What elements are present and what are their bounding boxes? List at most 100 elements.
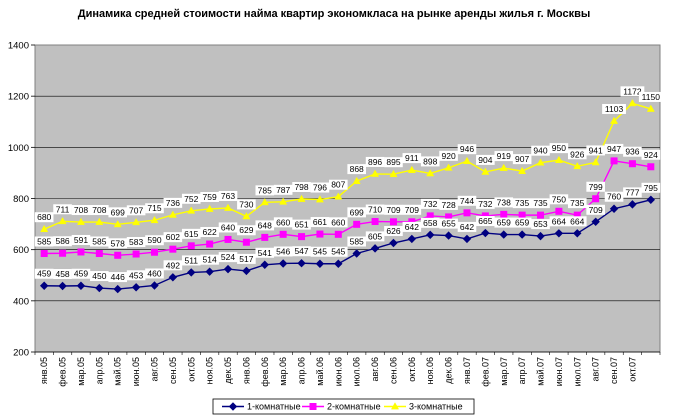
data-point [206,240,214,248]
data-label-bg [420,198,440,209]
x-tick-label: окт.05 [186,357,196,382]
x-tick-label: авг.07 [591,357,601,381]
data-label: 760 [607,192,621,202]
x-tick-label: авг.05 [149,357,159,381]
data-point [426,230,435,240]
data-label-bg [641,182,661,193]
data-label: 585 [92,237,106,247]
data-point [371,169,380,177]
data-point [39,281,49,290]
data-label: 699 [111,207,125,217]
data-point [132,250,140,258]
data-point [591,217,600,226]
data-label-bg [531,219,550,230]
data-label: 642 [405,222,419,232]
data-label-bg [549,194,569,205]
data-label-bg [602,103,626,114]
data-point [334,259,343,268]
data-label: 710 [368,205,382,215]
data-label-bg [604,143,624,154]
data-label-bg [457,221,477,232]
data-point [187,242,195,250]
data-label-bg [638,91,663,102]
data-label-bg [145,203,164,214]
data-label-bg [586,181,605,192]
data-label: 947 [607,144,621,154]
data-point [150,281,159,290]
x-tick-label: ноя.05 [205,357,215,384]
data-label-bg [34,236,54,247]
data-point [169,245,177,253]
data-label: 763 [221,191,235,201]
data-label-bg [163,197,183,208]
data-label-bg [620,86,645,97]
x-tick-label: июл.06 [352,357,362,386]
data-label: 1172 [623,86,642,96]
data-label: 640 [221,222,235,232]
data-label-bg [163,260,183,271]
data-point [462,156,472,164]
data-point [610,157,618,165]
data-point [536,231,545,241]
data-label-bg [623,146,642,157]
legend [212,398,475,415]
data-label: 941 [589,145,603,155]
data-label-bg [586,204,605,215]
data-label: 732 [478,199,492,209]
data-point [242,238,250,246]
data-point [389,218,397,226]
data-point [353,220,361,228]
data-point [554,229,564,238]
data-label-bg [255,247,275,258]
x-tick-label: мар.05 [76,357,86,386]
data-label: 1150 [642,92,661,102]
data-point [223,264,233,274]
data-label-bg [292,246,311,257]
data-point [40,224,49,233]
x-tick-label: мар.07 [499,357,509,386]
data-label-bg [494,151,514,162]
data-point [187,268,196,277]
data-label-bg [218,222,238,233]
data-label-bg [237,225,256,236]
data-point [205,204,214,212]
data-label: 459 [37,269,51,279]
data-label: 796 [313,183,327,193]
data-label: 744 [460,196,474,206]
data-point [371,218,379,226]
data-point [131,283,141,292]
data-label: 699 [350,207,364,217]
x-tick-label: сен.05 [168,357,178,384]
x-tick-label: сен.07 [609,357,619,384]
data-point [95,283,104,293]
data-label-bg [476,198,495,209]
y-tick-label: 1000 [8,143,29,154]
legend-marker [228,402,238,411]
data-label: 907 [515,154,529,164]
data-label-bg [181,193,201,204]
data-label: 735 [515,198,529,208]
x-tick-label: май.05 [113,357,123,386]
data-label-bg [310,182,330,193]
data-point [370,244,380,253]
data-label-bg [310,246,330,257]
series-line [44,160,651,256]
series-lines [39,99,656,294]
data-label: 1103 [605,104,624,114]
data-point [279,230,287,238]
x-tick-label: сен.06 [388,357,398,384]
data-label-bg [108,272,128,283]
data-label: 664 [570,216,584,226]
data-label-bg [53,236,72,247]
data-label-bg [420,156,440,167]
y-axis: 200 400 600 800 1000 1200 1400 [8,41,35,359]
data-label-bg [567,216,587,227]
data-label-bg [567,149,587,160]
data-point [463,209,471,217]
data-label-bg [181,228,201,239]
data-label-bg [200,191,219,202]
data-label: 590 [147,235,161,245]
data-label-bg [402,153,422,164]
data-label-bg [641,149,661,160]
data-label: 708 [74,205,88,215]
